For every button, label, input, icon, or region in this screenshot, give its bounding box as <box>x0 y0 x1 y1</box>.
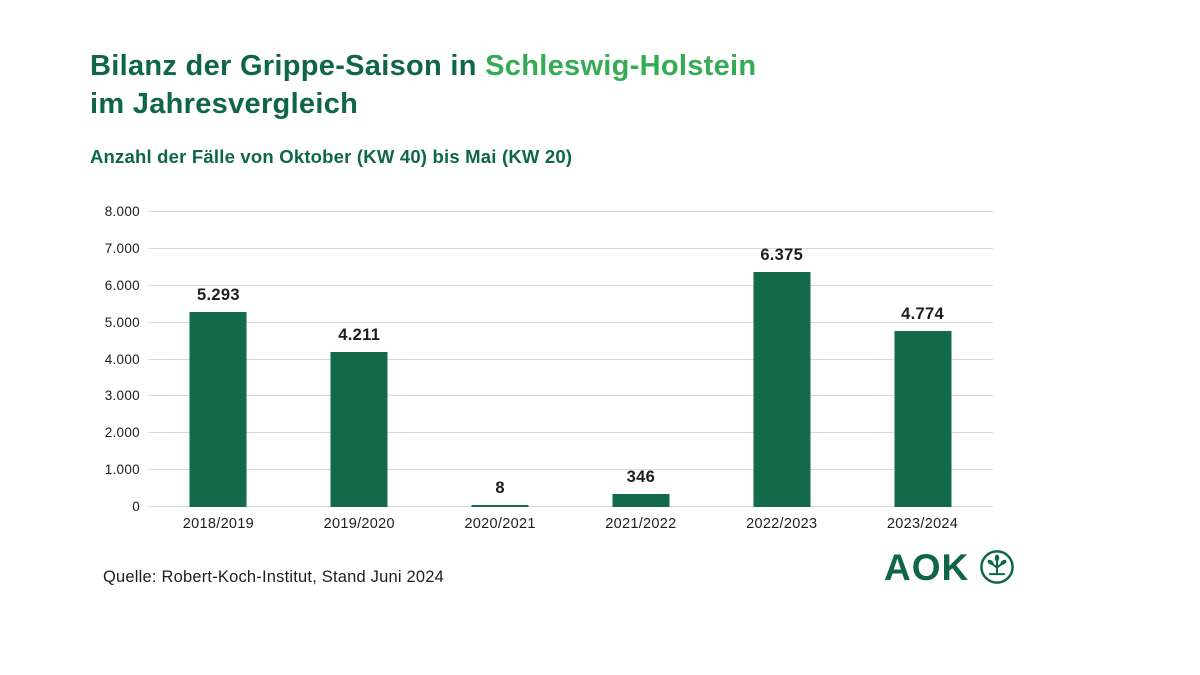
gridline <box>148 469 993 471</box>
bar <box>330 351 388 507</box>
bar-column: 4.774 <box>852 212 993 507</box>
bar-column: 346 <box>570 212 711 507</box>
source-note: Quelle: Robert-Koch-Institut, Stand Juni… <box>103 568 445 586</box>
gridline <box>148 395 993 397</box>
bar-value-label: 5.293 <box>197 285 240 304</box>
aok-logo-text: AOK <box>884 546 970 588</box>
gridline <box>148 284 993 286</box>
gridline <box>148 358 993 360</box>
title-highlight: Schleswig-Holstein <box>485 50 757 82</box>
y-axis: 0 1.000 2.000 3.000 4.000 5.000 6.000 7.000 8.00… <box>56 204 140 514</box>
bar-chart-plot-area: 0 1.000 2.000 3.000 4.000 5.000 6.000 7.000 8.00… <box>105 204 993 532</box>
bar-series: 5.293 4.211 8 346 6.375 4.774 <box>148 212 993 507</box>
bar-value-label: 346 <box>626 468 656 487</box>
x-axis-category-label: 2021/2022 <box>605 516 677 532</box>
bar-value-label: 4.774 <box>901 304 944 323</box>
bar <box>471 505 529 507</box>
gridline <box>148 321 993 323</box>
x-axis-category-label: 2023/2024 <box>886 516 959 532</box>
title-prefix: Bilanz der Grippe-Saison in <box>90 50 486 82</box>
y-axis-tick-label: 1.000 <box>104 462 140 478</box>
x-axis-category-label: 2018/2019 <box>182 516 255 532</box>
gridline <box>148 211 993 212</box>
bar <box>189 311 247 507</box>
x-axis: 2018/2019 2019/2020 2020/2021 2021/2022 2022… <box>148 516 993 532</box>
bar-column: 6.375 <box>711 212 852 507</box>
bar <box>612 494 670 507</box>
y-axis-tick-label: 8.000 <box>104 204 140 219</box>
bar-column: 8 <box>430 212 571 507</box>
aok-logo: AOK <box>884 548 1016 586</box>
chart-title: Bilanz der Grippe-Saison in Schleswig-Ho… <box>90 47 756 123</box>
gridline <box>148 506 993 507</box>
x-axis-category-label: 2022/2023 <box>746 516 818 532</box>
bar <box>753 271 811 507</box>
chart-subtitle: Anzahl der Fälle von Oktober (KW 40) bis… <box>90 146 573 167</box>
bar-value-label: 8 <box>495 479 505 497</box>
bar-value-label: 6.375 <box>760 245 804 264</box>
aok-tree-of-life-icon <box>980 550 1015 584</box>
y-axis-tick-label: 3.000 <box>104 388 140 404</box>
x-axis-category-label: 2019/2020 <box>323 516 395 532</box>
bar-column: 5.293 <box>148 212 289 507</box>
y-axis-tick-label: 6.000 <box>104 277 140 293</box>
y-axis-tick-label: 2.000 <box>104 425 140 441</box>
y-axis-tick-label: 0 <box>132 499 140 514</box>
gridline <box>148 432 993 434</box>
title-line2: im Jahresvergleich <box>90 88 359 120</box>
y-axis-tick-label: 4.000 <box>104 351 140 367</box>
gridline <box>148 247 993 249</box>
x-axis-category-label: 2020/2021 <box>464 516 536 532</box>
bar <box>894 330 952 507</box>
y-axis-tick-label: 5.000 <box>104 314 140 330</box>
y-axis-tick-label: 7.000 <box>104 240 140 256</box>
bar-value-label: 4.211 <box>338 325 381 344</box>
bar-column: 4.211 <box>289 212 430 507</box>
